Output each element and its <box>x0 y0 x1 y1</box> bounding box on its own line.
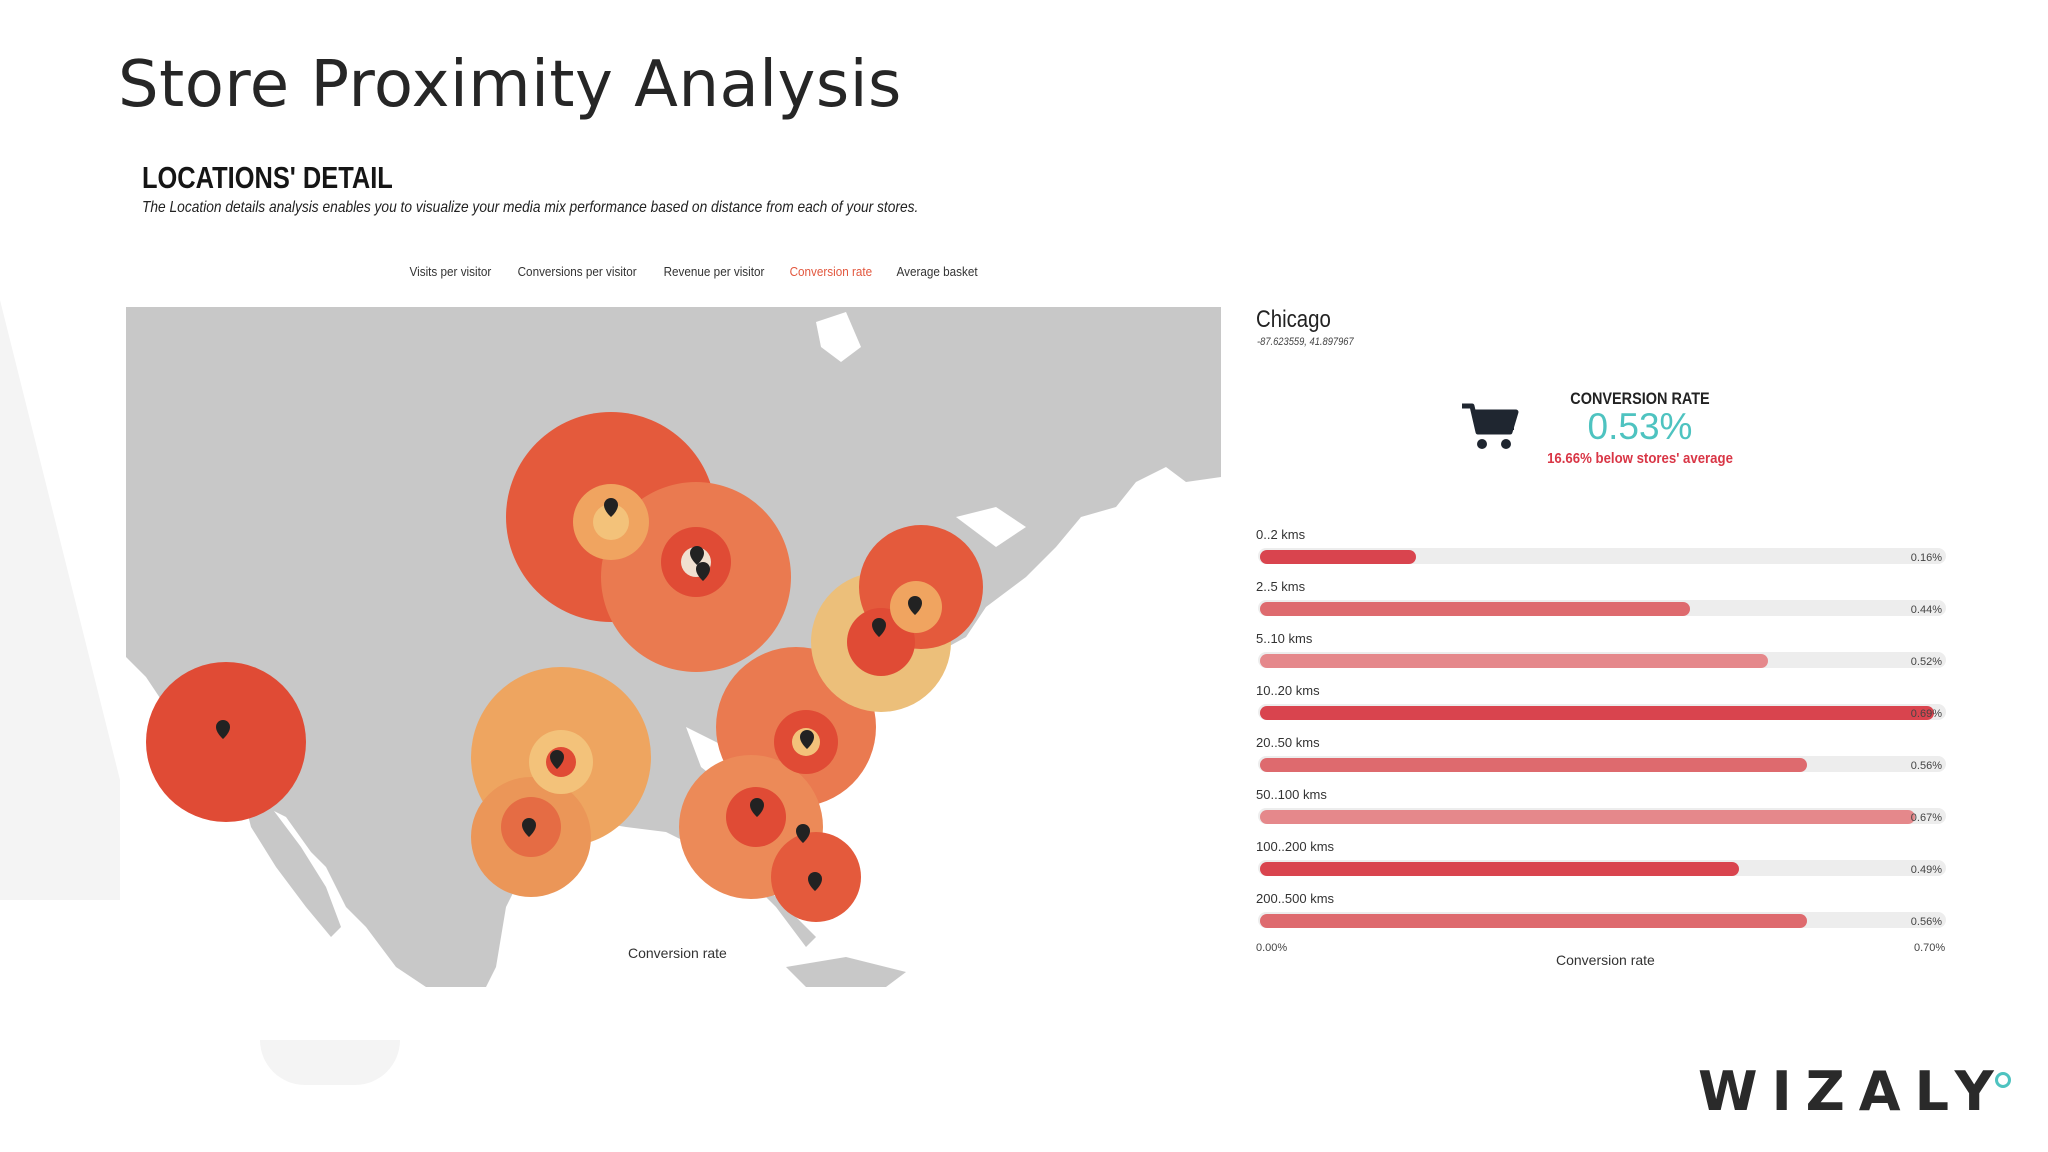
bar-category-label: 10..20 kms <box>1256 683 1320 698</box>
metric-label: CONVERSION RATE <box>1570 389 1710 408</box>
bar[interactable] <box>1260 758 1807 772</box>
map-pin-icon <box>690 546 704 565</box>
map-pin-icon <box>604 498 618 517</box>
bar-category-label: 50..100 kms <box>1256 787 1327 802</box>
bar[interactable] <box>1260 550 1416 564</box>
bar-row[interactable]: 2..5 kms 0.44% <box>1256 577 1948 629</box>
map-pin-icon <box>796 824 810 843</box>
bar-row[interactable]: 200..500 kms 0.56% <box>1256 889 1948 941</box>
tab-average-basket[interactable]: Average basket <box>896 264 978 279</box>
map-pin-icon <box>216 720 230 739</box>
wizaly-logo: WIZALY <box>1698 1060 2008 1123</box>
map-pins <box>216 498 922 891</box>
slide-title: Store Proximity Analysis <box>118 48 902 122</box>
map-legend-label: Conversion rate <box>628 945 727 961</box>
tab-revenue-per-visitor[interactable]: Revenue per visitor <box>663 264 765 279</box>
x-tick-label: 0.00% <box>1256 942 1288 954</box>
bar-row[interactable]: 10..20 kms 0.69% <box>1256 681 1948 733</box>
zone-california <box>146 662 306 822</box>
background-shape <box>0 300 120 900</box>
bar-row[interactable]: 100..200 kms 0.49% <box>1256 837 1948 889</box>
map-pin-icon <box>750 798 764 817</box>
bar[interactable] <box>1260 810 1915 824</box>
us-map[interactable] <box>126 307 1221 987</box>
bar-value-label: 0.56% <box>1910 916 1942 928</box>
tab-visits-per-visitor[interactable]: Visits per visitor <box>409 264 492 279</box>
bar-value-label: 0.49% <box>1910 864 1942 876</box>
bar-row[interactable]: 5..10 kms 0.52% <box>1256 629 1948 681</box>
tab-conversions-per-visitor[interactable]: Conversions per visitor <box>517 264 637 279</box>
map-pin-icon <box>808 872 822 891</box>
shopping-cart-icon <box>1462 403 1519 449</box>
bar-value-label: 0.56% <box>1910 760 1942 772</box>
bar[interactable] <box>1260 654 1768 668</box>
map-pin-icon <box>550 750 564 769</box>
map-pin-icon <box>872 618 886 637</box>
bar[interactable] <box>1260 706 1934 720</box>
bar-category-label: 200..500 kms <box>1256 891 1335 906</box>
bar-value-label: 0.67% <box>1910 812 1942 824</box>
city-coordinates: -87.623559, 41.897967 <box>1257 336 1354 348</box>
bar-value-label: 0.69% <box>1910 708 1942 720</box>
bar-category-label: 0..2 kms <box>1256 527 1306 542</box>
bar-category-label: 2..5 kms <box>1256 579 1306 594</box>
metric-value: 0.53% <box>1587 406 1693 447</box>
map-pin-icon <box>800 730 814 749</box>
bar-category-label: 20..50 kms <box>1256 735 1320 750</box>
map-pin-icon <box>908 596 922 615</box>
background-shape <box>260 1040 400 1085</box>
bar-category-label: 100..200 kms <box>1256 839 1335 854</box>
bar[interactable] <box>1260 914 1807 928</box>
bar[interactable] <box>1260 602 1690 616</box>
bar-track <box>1258 548 1946 564</box>
x-axis-title: Conversion rate <box>1556 952 1655 968</box>
logo-dot <box>1995 1072 2011 1088</box>
selected-city: Chicago <box>1256 306 1331 333</box>
bar-value-label: 0.52% <box>1910 656 1942 668</box>
bar-row[interactable]: 20..50 kms 0.56% <box>1256 733 1948 785</box>
bar-row[interactable]: 50..100 kms 0.67% <box>1256 785 1948 837</box>
bar[interactable] <box>1260 862 1739 876</box>
map-pin-icon <box>696 562 710 581</box>
bar-value-label: 0.44% <box>1910 604 1942 616</box>
metric-comparison: 16.66% below stores' average <box>1547 450 1733 467</box>
bar-category-label: 5..10 kms <box>1256 631 1313 646</box>
distance-bar-chart: 0..2 kms 0.16% 2..5 kms 0.44% 5..10 kms 0.52%… <box>1256 525 1948 941</box>
section-title: LOCATIONS' DETAIL <box>142 160 393 195</box>
bar-row[interactable]: 0..2 kms 0.16% <box>1256 525 1948 577</box>
map-pin-icon <box>522 818 536 837</box>
metric-tabs: Visits per visitor Conversions per visit… <box>405 264 982 279</box>
x-tick-label: 0.70% <box>1914 942 1946 954</box>
section-description: The Location details analysis enables yo… <box>142 199 919 216</box>
bar-value-label: 0.16% <box>1910 552 1942 564</box>
tab-conversion-rate[interactable]: Conversion rate <box>789 264 873 279</box>
